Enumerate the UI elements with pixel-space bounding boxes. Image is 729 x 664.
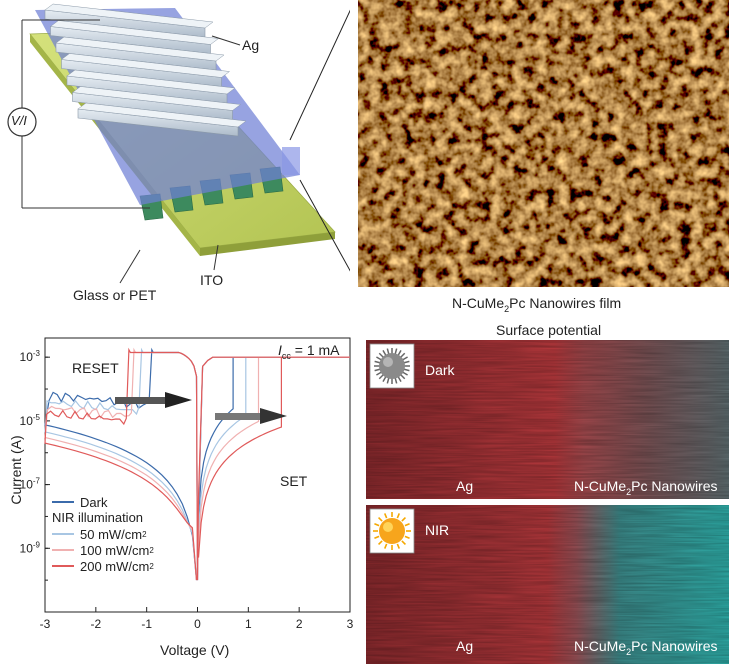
- kpfm-nir-ag-label: Ag: [456, 638, 474, 654]
- ag-bar: [66, 69, 236, 104]
- x-tick-label: -3: [40, 617, 51, 631]
- kpfm-dark-ag-label: Ag: [456, 478, 474, 494]
- ag-bar: [60, 53, 231, 87]
- legend-swatch: [52, 501, 74, 503]
- series-line-3: [44, 347, 350, 581]
- ito-label: ITO: [200, 272, 224, 288]
- afm-image: [358, 0, 729, 287]
- meter-icon: [7, 107, 37, 137]
- circuit-wires: [21, 19, 241, 284]
- substrate-label: Glass or PET: [73, 287, 157, 303]
- legend-item: 100 mW/cm 2: [52, 542, 154, 558]
- chart-axes: -3 -2 -1 0 1 2 3 10-3 10-5 10-7 10-9: [20, 337, 354, 631]
- x-tick-label: -1: [141, 617, 152, 631]
- kpfm-nir-label: NIR: [425, 522, 450, 538]
- y-tick-label: 10-7: [20, 477, 41, 492]
- chart-legend: Dark NIR illumination 50 mW/cm 2 100 mW/c…: [52, 494, 154, 574]
- x-tick-label: 2: [296, 617, 303, 631]
- y-tick-label: 10-5: [20, 413, 41, 428]
- kpfm-dark-panel: [366, 340, 729, 499]
- kpfm-nir-panel: [366, 505, 729, 664]
- afm-caption: N-CuMe2Pc Nanowires film: [452, 295, 622, 314]
- ag-bar: [71, 86, 242, 120]
- ag-bar: [55, 36, 225, 71]
- icc-annotation: Icc = 1 mA: [278, 342, 340, 361]
- y-axis-label: Current (A): [8, 435, 24, 505]
- legend-swatch: [52, 549, 74, 551]
- zoom-region: [282, 147, 300, 175]
- kpfm-nir-film-label: N-CuMe2Pc Nanowires: [574, 638, 718, 657]
- legend-header: NIR illumination: [52, 510, 144, 525]
- legend-swatch: [52, 533, 74, 535]
- legend-label: Dark: [80, 494, 108, 510]
- kpfm-title: Surface potential: [496, 322, 602, 338]
- kpfm-dark-film-label: N-CuMe2Pc Nanowires: [574, 478, 718, 497]
- kpfm-dark-label: Dark: [425, 362, 455, 378]
- set-annotation: SET: [280, 473, 308, 489]
- legend-label: 200 mW/cm: [80, 558, 150, 574]
- dark-sphere-icon: [369, 343, 415, 389]
- sweep-arrows: [115, 392, 287, 424]
- legend-item: 200 mW/cm 2: [52, 558, 154, 574]
- ag-bar: [44, 3, 214, 38]
- x-tick-label: 3: [347, 617, 354, 631]
- ag-bar: [49, 20, 220, 54]
- x-tick-label: 0: [194, 617, 201, 631]
- x-axis-label: Voltage (V): [160, 642, 230, 658]
- legend-item: 50 mW/cm 2: [52, 526, 154, 542]
- zoom-lines: [289, 9, 350, 272]
- meter-label: V/I: [11, 113, 27, 128]
- x-tick-label: -2: [90, 617, 101, 631]
- legend-swatch: [52, 565, 74, 567]
- legend-label: 100 mW/cm: [80, 542, 150, 558]
- y-tick-label: 10-3: [20, 349, 41, 364]
- chart-series: [44, 347, 350, 581]
- sun-icon: [369, 508, 415, 554]
- reset-annotation: RESET: [72, 360, 119, 376]
- ag-label: Ag: [242, 37, 260, 53]
- x-tick-label: 1: [245, 617, 252, 631]
- legend-item: Dark: [52, 494, 154, 510]
- kpfm-panels: [366, 340, 729, 664]
- ag-electrodes: [44, 3, 247, 137]
- y-tick-label: 10-9: [20, 540, 41, 555]
- ag-bar: [77, 102, 247, 137]
- legend-label: 50 mW/cm: [80, 526, 143, 542]
- iv-chart: -3 -2 -1 0 1 2 3 10-3 10-5 10-7 10-9: [20, 337, 354, 631]
- device-schematic: [7, 3, 350, 284]
